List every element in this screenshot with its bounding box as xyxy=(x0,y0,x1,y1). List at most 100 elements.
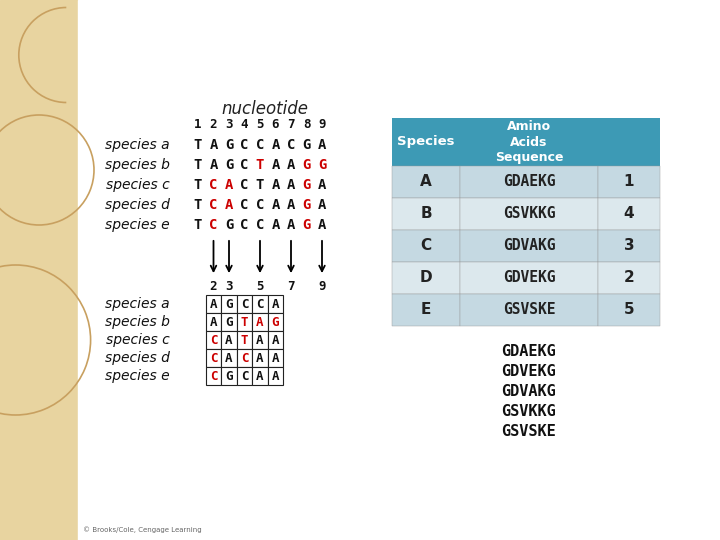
Text: GDVEKG: GDVEKG xyxy=(503,271,555,286)
Text: 7: 7 xyxy=(287,118,294,131)
Bar xyxy=(392,118,460,166)
Bar xyxy=(237,295,252,313)
Text: GDVAKG: GDVAKG xyxy=(502,384,557,399)
Text: T: T xyxy=(194,138,202,152)
Text: T: T xyxy=(194,158,202,172)
Text: C: C xyxy=(240,158,248,172)
Text: B: B xyxy=(420,206,432,221)
Text: A: A xyxy=(225,178,233,192)
Text: GDVEKG: GDVEKG xyxy=(502,364,557,379)
Text: G: G xyxy=(302,158,311,172)
Bar xyxy=(221,331,237,349)
Bar xyxy=(392,166,460,198)
Bar xyxy=(460,166,598,198)
Text: C: C xyxy=(287,138,295,152)
Bar xyxy=(206,313,221,331)
Text: species e: species e xyxy=(105,369,170,383)
Text: G: G xyxy=(225,158,233,172)
Bar xyxy=(252,313,268,331)
Text: species c: species c xyxy=(107,178,170,192)
Text: C: C xyxy=(210,369,217,382)
Text: C: C xyxy=(210,334,217,347)
Text: 5: 5 xyxy=(256,118,264,131)
Text: species a: species a xyxy=(105,138,170,152)
Text: A: A xyxy=(256,334,264,347)
Bar xyxy=(268,349,283,367)
Bar xyxy=(268,367,283,385)
Bar xyxy=(268,295,283,313)
Text: A: A xyxy=(210,138,217,152)
Text: A: A xyxy=(271,138,279,152)
Text: A: A xyxy=(225,352,233,365)
Text: 7: 7 xyxy=(287,280,294,293)
Bar xyxy=(598,230,660,262)
Text: Species: Species xyxy=(397,136,455,148)
Text: 9: 9 xyxy=(318,280,325,293)
Bar xyxy=(206,331,221,349)
Text: GSVSKE: GSVSKE xyxy=(503,302,555,318)
Text: 2: 2 xyxy=(210,118,217,131)
Bar xyxy=(0,0,78,540)
Text: C: C xyxy=(210,218,217,232)
Text: G: G xyxy=(225,369,233,382)
Bar xyxy=(460,118,598,166)
Bar xyxy=(237,313,252,331)
Text: 1: 1 xyxy=(194,118,202,131)
Bar xyxy=(392,294,460,326)
Text: C: C xyxy=(240,298,248,310)
Text: C: C xyxy=(256,198,264,212)
Text: 3: 3 xyxy=(225,118,233,131)
Bar xyxy=(392,230,460,262)
Text: G: G xyxy=(302,198,311,212)
Text: GDAEKG: GDAEKG xyxy=(502,344,557,359)
Text: A: A xyxy=(271,334,279,347)
Bar xyxy=(221,367,237,385)
Text: A: A xyxy=(271,218,279,232)
Text: A: A xyxy=(271,178,279,192)
Text: C: C xyxy=(240,218,248,232)
Text: E: E xyxy=(420,302,431,318)
Bar xyxy=(237,349,252,367)
Text: species d: species d xyxy=(105,351,170,365)
Text: species e: species e xyxy=(105,218,170,232)
Text: T: T xyxy=(240,315,248,328)
Bar xyxy=(598,294,660,326)
Bar xyxy=(252,331,268,349)
Text: G: G xyxy=(225,315,233,328)
Text: A: A xyxy=(210,158,217,172)
Text: A: A xyxy=(256,352,264,365)
Text: A: A xyxy=(420,174,432,190)
Bar xyxy=(206,367,221,385)
Bar xyxy=(221,313,237,331)
Text: 5: 5 xyxy=(256,280,264,293)
Text: GDVAKG: GDVAKG xyxy=(503,239,555,253)
Text: A: A xyxy=(287,178,295,192)
Text: nucleotide: nucleotide xyxy=(222,100,308,118)
Bar xyxy=(206,349,221,367)
Text: A: A xyxy=(271,369,279,382)
Text: 8: 8 xyxy=(302,118,310,131)
Bar xyxy=(237,331,252,349)
Text: G: G xyxy=(271,315,279,328)
Bar xyxy=(392,198,460,230)
Text: A: A xyxy=(287,218,295,232)
Bar xyxy=(252,367,268,385)
Text: © Brooks/Cole, Cengage Learning: © Brooks/Cole, Cengage Learning xyxy=(83,526,202,533)
Text: GSVKKG: GSVKKG xyxy=(503,206,555,221)
Text: species c: species c xyxy=(107,333,170,347)
Text: C: C xyxy=(256,298,264,310)
Text: GDAEKG: GDAEKG xyxy=(503,174,555,190)
Text: A: A xyxy=(287,198,295,212)
Text: 9: 9 xyxy=(318,118,325,131)
Text: G: G xyxy=(225,218,233,232)
Text: 4: 4 xyxy=(240,118,248,131)
Text: 3: 3 xyxy=(225,280,233,293)
Text: 2: 2 xyxy=(210,280,217,293)
Text: T: T xyxy=(194,178,202,192)
Bar xyxy=(252,349,268,367)
Text: A: A xyxy=(271,352,279,365)
Text: A: A xyxy=(225,198,233,212)
Text: A: A xyxy=(271,158,279,172)
Text: C: C xyxy=(240,138,248,152)
Text: C: C xyxy=(210,178,217,192)
